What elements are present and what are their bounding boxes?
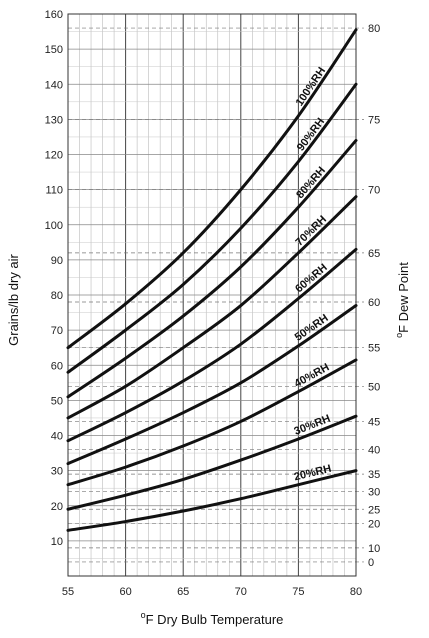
rh-curves [66,28,358,532]
curve-60pct-rh [66,247,358,443]
y-tick-label: 60 [51,360,63,372]
x-tick-label: 75 [292,586,304,598]
dew-point-tick-label: 45 [368,416,380,428]
y-tick-label: 120 [45,150,63,162]
y-tick-label: 140 [45,79,63,91]
y-tick-labels-left: 10 20 30 40 50 60 70 80 90 100 110 120 130 140 150 160 [45,9,63,548]
y-tick-label: 40 [51,431,63,443]
dew-point-tick-label: 30 [368,487,380,499]
y-tick-label: 150 [45,44,63,56]
curve-30pct-rh [66,414,358,511]
dew-point-tick-label: 10 [368,543,380,555]
y-tick-label: 30 [51,466,63,478]
dew-point-tick-label: 70 [368,185,380,197]
dew-point-tick-label: 55 [368,343,380,355]
plot-frame [67,13,357,577]
y-tick-label: 10 [51,536,63,548]
curve-100pct-rh [66,28,358,350]
x-axis-title-sup: o [141,610,146,620]
curve-40pct-rh [66,358,358,487]
y-tick-label: 50 [51,395,63,407]
x-axis-title: oF Dry Bulb Temperature [141,610,284,627]
y-tick-label: 80 [51,290,63,302]
curve-70pct-rh [66,195,358,420]
dew-point-tick-label: 0 [368,557,374,569]
y-tick-label: 70 [51,325,63,337]
dew-point-tick-label: 25 [368,504,380,516]
curve-20pct-rh [66,469,358,532]
x-tick-labels: 55 60 65 70 75 80 [62,586,362,598]
y-axis-title-right-sup: o [394,333,404,338]
x-tick-label: 70 [235,586,247,598]
y-tick-labels-right: 0 10 20 25 30 35 40 45 50 55 60 65 70 75 80 [368,23,380,569]
dew-point-tick-label: 60 [368,297,380,309]
x-tick-label: 55 [62,586,74,598]
y-tick-label: 130 [45,114,63,126]
curve-90pct-rh [66,82,358,374]
y-axis-title-right-main: F Dew Point [396,262,411,333]
y-axis-title-left: Grains/lb dry air [6,253,21,345]
dew-point-tick-label: 65 [368,248,380,260]
x-tick-label: 65 [177,586,189,598]
dew-point-tick-label: 80 [368,23,380,35]
y-tick-label: 20 [51,501,63,513]
y-tick-label: 90 [51,255,63,267]
x-axis-title-main: F Dry Bulb Temperature [146,612,284,627]
dew-point-tick-label: 75 [368,114,380,126]
dew-point-tick-label: 35 [368,469,380,481]
curve-label: 80%RH [294,165,328,202]
x-tick-label: 80 [350,586,362,598]
curve-label: 90%RH [295,116,327,154]
x-tick-label: 60 [119,586,131,598]
y-tick-label: 100 [45,220,63,232]
y-tick-label: 160 [45,9,63,21]
dew-point-tick-label: 50 [368,381,380,393]
curve-50pct-rh [66,304,358,466]
y-axis-title-right: oF Dew Point [394,262,411,338]
dew-point-tick-label: 20 [368,518,380,530]
dew-point-tick-label: 40 [368,445,380,457]
curve-80pct-rh [66,138,358,399]
grid [67,13,357,577]
y-tick-label: 110 [45,185,63,197]
